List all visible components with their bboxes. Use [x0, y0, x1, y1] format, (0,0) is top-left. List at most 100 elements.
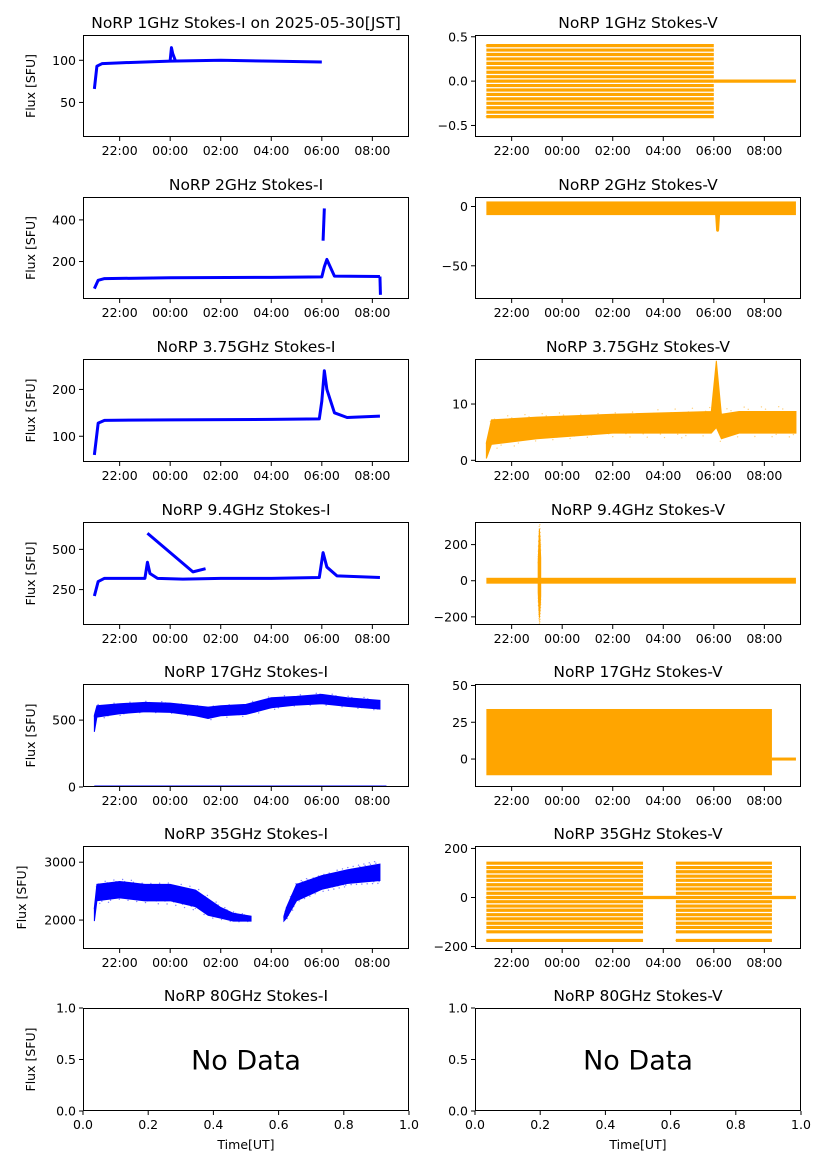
x-axis: 22:00 00:00 02:00 04:00 06:00 08:00: [102, 299, 390, 320]
data-point: [565, 896, 568, 899]
data-point: [539, 633, 540, 634]
data-point: [771, 435, 773, 438]
data-line: [321, 208, 326, 241]
data-point: [371, 882, 374, 885]
data-point: [625, 432, 627, 435]
data-point: [645, 44, 648, 47]
data-point: [540, 115, 543, 118]
data-point: [640, 939, 643, 942]
data-point: [505, 115, 508, 118]
data-point: [196, 704, 199, 707]
data-point: [540, 939, 543, 942]
data-point: [537, 597, 539, 599]
data-point: [655, 115, 658, 118]
axes-frame: [83, 522, 409, 625]
data-line: [93, 257, 380, 290]
data-point: [770, 939, 772, 942]
y-axis: 200 0 −200: [434, 537, 475, 624]
x-axis: 22:00 00:00 02:00 04:00 06:00 08:00: [102, 462, 390, 483]
x-tick-label: 22:00: [494, 143, 530, 158]
data-point: [760, 939, 762, 942]
data-point: [562, 414, 565, 416]
data-point: [676, 433, 679, 435]
y-tick-label: 1.0: [448, 1001, 468, 1016]
data-point: [490, 939, 493, 942]
data-point: [685, 434, 687, 437]
data-point: [180, 703, 183, 705]
data-point: [674, 408, 676, 410]
data-point: [222, 714, 224, 717]
data-point: [312, 877, 314, 879]
data-point: [575, 44, 578, 47]
y-axis: 0.0 0.5 1.0: [56, 1001, 83, 1119]
data-point: [538, 541, 540, 543]
data-point: [155, 900, 157, 902]
data-point: [520, 115, 523, 118]
data-point: [515, 939, 518, 942]
data-point: [315, 692, 317, 695]
data-point: [755, 939, 757, 942]
data-point: [166, 903, 168, 905]
data-point: [101, 900, 103, 902]
data-point: [534, 440, 537, 442]
data-point: [190, 714, 192, 716]
data-point: [157, 903, 160, 905]
data-point: [538, 613, 540, 616]
x-tick-label: 04:00: [253, 143, 289, 158]
data-point: [570, 44, 573, 47]
data-point: [610, 44, 613, 47]
panel-title: NoRP 2GHz Stokes-V: [558, 176, 718, 194]
data-line: [92, 58, 322, 90]
data-point: [539, 549, 542, 551]
data-point: [580, 115, 583, 118]
data-point: [768, 80, 770, 82]
data-point: [655, 44, 658, 47]
data-point: [705, 896, 708, 899]
data-layer: [486, 708, 796, 776]
data-point: [590, 434, 593, 436]
data-point: [93, 715, 96, 717]
series-baseline: [92, 369, 381, 456]
y-axis-label: Flux [SFU]: [23, 54, 38, 118]
data-point: [695, 115, 698, 118]
x-tick-label: 0.8: [726, 1117, 746, 1132]
panel-i5: NoRP 17GHz Stokes-I 22:00 00:00 02:00 04:00 0…: [23, 663, 409, 808]
y-axis: 50 25 0: [452, 678, 475, 767]
data-point: [539, 636, 540, 637]
y-axis-label: Flux [SFU]: [14, 866, 29, 930]
panel-title: NoRP 35GHz Stokes-V: [553, 825, 723, 843]
data-point: [305, 895, 307, 897]
data-point: [537, 550, 540, 553]
series-baseline: [92, 551, 380, 597]
data-point: [373, 709, 375, 711]
data-point: [735, 939, 737, 942]
panel-v3: NoRP 3.75GHz Stokes-V 22:00 00:00 02:00 04:0…: [452, 338, 801, 483]
data-point: [496, 447, 498, 449]
data-point: [690, 896, 693, 899]
data-point: [367, 698, 369, 700]
data-point: [726, 408, 728, 410]
data-point: [489, 420, 492, 423]
data-point: [129, 898, 131, 900]
data-point: [738, 80, 740, 82]
data-point: [783, 80, 785, 82]
data-point: [178, 886, 180, 888]
data-point: [565, 115, 568, 118]
data-point: [605, 44, 608, 47]
panel-title: NoRP 1GHz Stokes-I on 2025-05-30[JST]: [91, 14, 401, 32]
data-point: [127, 899, 129, 902]
y-tick-label: −200: [434, 609, 468, 624]
data-point: [537, 561, 539, 564]
data-point: [322, 890, 324, 893]
data-point: [650, 896, 653, 899]
data-point: [138, 899, 140, 901]
x-tick-label: 08:00: [354, 305, 390, 320]
data-point: [539, 522, 540, 523]
data-line: [714, 209, 721, 232]
data-point: [359, 880, 362, 883]
data-point: [685, 115, 688, 118]
x-tick-label: 02:00: [595, 143, 631, 158]
data-point: [713, 80, 715, 82]
x-tick-label: 0.4: [203, 1117, 223, 1132]
data-point: [630, 939, 633, 942]
